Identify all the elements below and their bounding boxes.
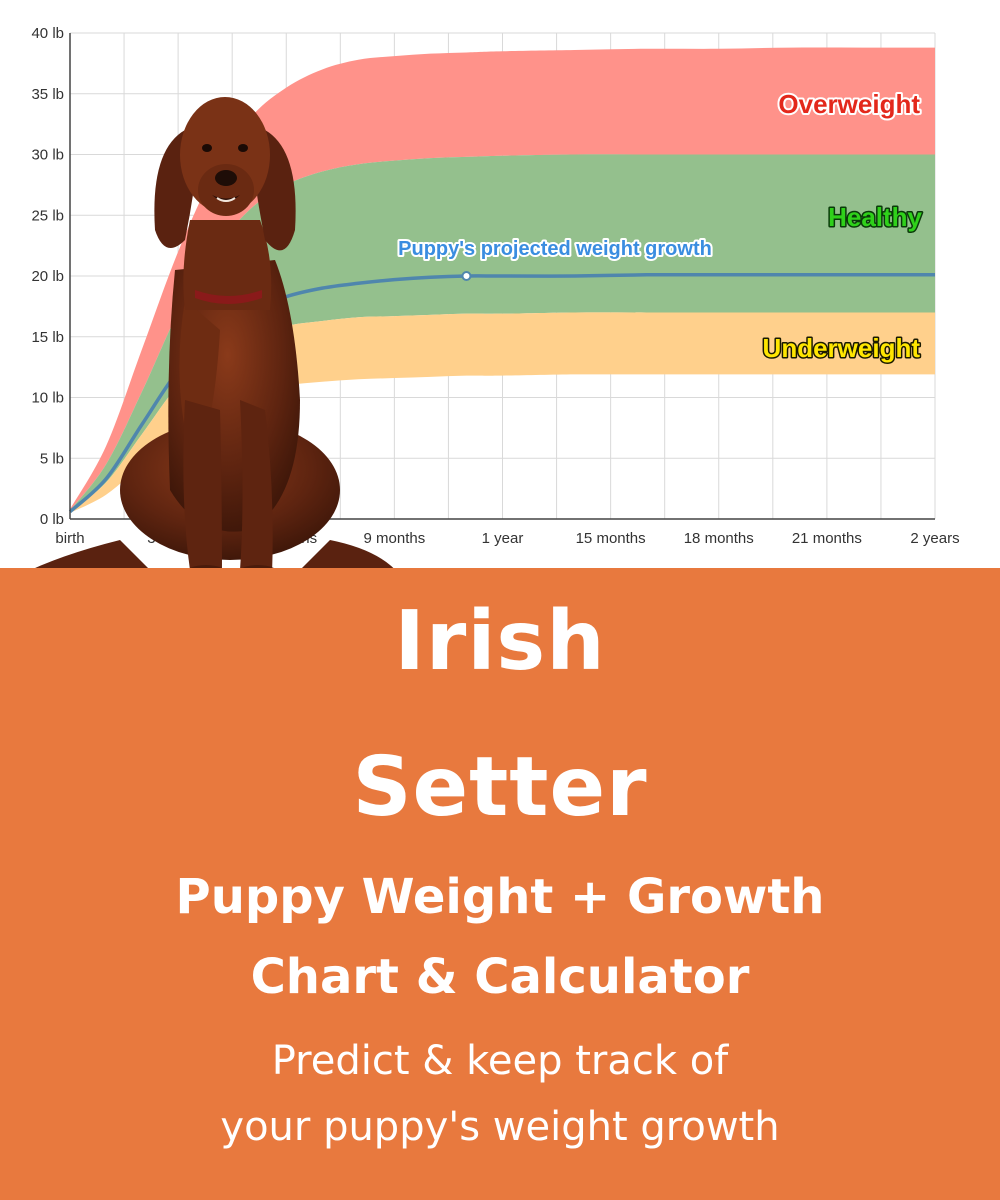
overweight-label: Overweight [778,89,920,119]
projected-line-label: Puppy's projected weight growth [398,238,712,260]
y-tick-label: 40 lb [31,25,64,42]
x-tick-label: 18 months [684,530,754,547]
tagline-line-2: your puppy's weight growth [220,1104,780,1150]
projected-weight-marker [461,271,472,281]
weight-chart-area: 0 lb 5 lb 10 lb 15 lb 20 lb 25 lb 30 lb 35 lb 40… [0,0,1000,585]
irish-setter-dog-illustration [20,97,400,585]
y-tick-label: 5 lb [40,450,64,467]
x-tick-label: 1 year [482,530,524,547]
x-tick-label: 9 months [364,530,426,547]
y-tick-label: 20 lb [31,268,64,285]
y-tick-label: 15 lb [31,329,64,346]
subtitle-line-2: Chart & Calculator [250,949,750,1005]
underweight-label: Underweight [763,333,921,363]
x-tick-label: birth [55,530,84,547]
y-tick-label: 30 lb [31,147,64,164]
y-tick-label: 10 lb [31,390,64,407]
title-panel: Irish Setter Puppy Weight + Growth Chart… [0,568,1000,1200]
tagline-line-1: Predict & keep track of [271,1038,729,1084]
y-tick-label: 35 lb [31,86,64,103]
breed-title-line-2: Setter [352,740,648,835]
x-tick-label: 15 months [576,530,646,547]
zone-labels: Overweight Healthy Underweight Puppy's proj… [396,87,924,365]
x-tick-label: 21 months [792,530,862,547]
x-tick-label: 2 years [910,530,959,547]
subtitle-line-1: Puppy Weight + Growth [175,869,825,925]
y-tick-label: 25 lb [31,207,64,224]
healthy-label: Healthy [828,202,922,232]
y-tick-label: 0 lb [40,511,64,528]
breed-title-line-1: Irish [394,594,606,689]
